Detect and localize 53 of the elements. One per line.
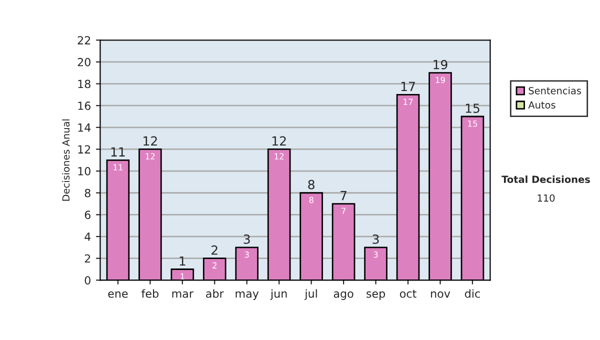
total-label: 15 [466, 104, 480, 113]
data-label: 11 [114, 164, 122, 170]
total-label: 12 [144, 136, 157, 146]
y-axis-title: Decisiones Anual [62, 119, 70, 201]
total-label: 8 [308, 180, 314, 190]
data-label: 12 [274, 153, 284, 160]
total-label: 3 [372, 234, 379, 244]
y-tick-label: 10 [78, 167, 90, 176]
y-tick-label: 2 [84, 254, 90, 263]
total-label: 7 [340, 190, 346, 200]
total-label: 19 [434, 60, 448, 70]
y-tick-label: 14 [78, 124, 91, 132]
x-tick-label: may [236, 291, 259, 300]
data-label: 12 [146, 153, 155, 160]
x-tick-label: jul [304, 289, 317, 300]
y-tick-label: 12 [78, 145, 90, 154]
data-label: 17 [404, 98, 413, 105]
y-tick-label: 16 [78, 102, 90, 110]
x-tick-label: dic [464, 289, 480, 298]
data-label: 3 [374, 251, 378, 258]
y-tick-label: 0 [84, 276, 90, 285]
data-label: 15 [468, 120, 478, 127]
x-tick-label: abr [206, 289, 224, 298]
y-tick-label: 22 [78, 36, 90, 44]
x-tick-label: oct [400, 290, 416, 298]
total-label: 2 [212, 245, 218, 255]
text: Total Decisiones [502, 175, 590, 184]
total-label: 12 [272, 136, 286, 146]
y-tick-label: 18 [78, 80, 90, 88]
x-tick-label: ene [108, 291, 128, 298]
total-label: 3 [244, 234, 250, 244]
total-label: 17 [401, 82, 415, 91]
x-tick-label: jun [270, 289, 287, 300]
data-label: 1 [180, 273, 184, 280]
data-label: 7 [342, 208, 346, 214]
legend-label: Autos [528, 101, 556, 109]
y-tick-label: 20 [78, 58, 90, 66]
total-label: 11 [111, 147, 125, 156]
data-label: 3 [244, 251, 249, 258]
y-tick-label: 8 [84, 188, 90, 198]
data-label: 2 [212, 262, 216, 268]
y-tick-label: 6 [84, 210, 90, 220]
total-label: 1 [180, 256, 186, 266]
y-tick-label: 4 [84, 232, 91, 241]
data-label: 19 [436, 76, 445, 84]
x-tick-label: feb [142, 289, 158, 298]
x-tick-label: mar [172, 291, 194, 298]
x-tick-label: ago [334, 291, 354, 300]
legend-label: Sentencias [528, 86, 582, 94]
x-tick-label: nov [431, 291, 450, 298]
x-tick-label: sep [366, 291, 386, 300]
data-label: 8 [309, 196, 314, 204]
text: 110 [538, 194, 555, 202]
